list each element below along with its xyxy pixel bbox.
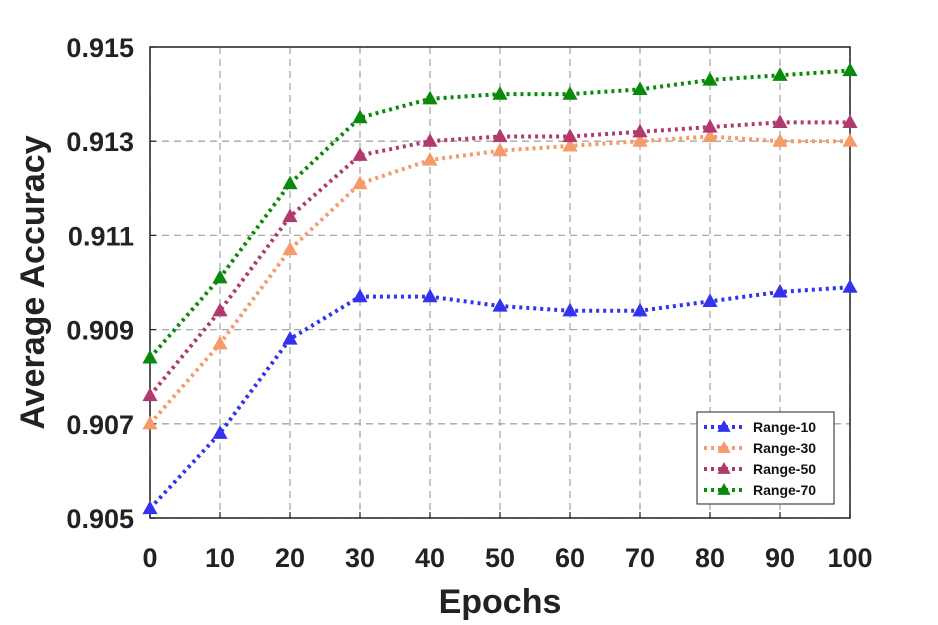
legend-marker — [717, 483, 731, 495]
x-tick-label: 30 — [345, 543, 375, 573]
series-marker — [282, 175, 298, 190]
series-marker — [772, 283, 788, 298]
series-marker — [562, 302, 578, 317]
series-marker — [842, 62, 858, 77]
series-marker — [282, 331, 298, 345]
x-tick-label: 20 — [275, 543, 305, 573]
series-marker — [142, 415, 158, 430]
series-marker — [422, 90, 438, 105]
legend: Range-10 Range-30 Range-50 Range-70 — [696, 411, 835, 505]
series-marker — [352, 147, 368, 161]
legend-marker — [717, 441, 731, 453]
series-marker — [702, 128, 718, 143]
series-marker — [422, 133, 438, 147]
series-marker — [212, 302, 228, 317]
series-range-10 — [142, 279, 858, 515]
series-marker — [562, 86, 578, 100]
y-tick-label: 0.905 — [66, 504, 134, 534]
series-marker — [492, 298, 508, 312]
series-marker — [352, 175, 368, 190]
legend-label: Range-10 — [753, 419, 816, 435]
series-marker — [632, 133, 648, 147]
series-marker — [142, 500, 158, 515]
y-tick-label: 0.909 — [66, 316, 134, 346]
x-tick-label: 50 — [485, 543, 515, 573]
series-marker — [562, 128, 578, 143]
series-marker — [422, 152, 438, 166]
series-marker — [142, 387, 158, 402]
series-marker — [702, 119, 718, 133]
legend-item-range-30: Range-30 — [704, 440, 816, 456]
series-marker — [212, 425, 228, 439]
x-axis-title: Epochs — [439, 583, 562, 621]
series-marker — [772, 133, 788, 147]
series-marker — [282, 208, 298, 223]
series-marker — [702, 293, 718, 307]
legend-item-range-10: Range-10 — [704, 419, 816, 435]
series-lines — [142, 62, 858, 515]
y-tick-label: 0.915 — [66, 33, 134, 63]
series-line — [148, 120, 850, 397]
series-range-50 — [142, 114, 858, 402]
y-tick-label: 0.911 — [68, 221, 134, 251]
series-marker — [702, 71, 718, 86]
legend-label: Range-70 — [753, 482, 816, 498]
series-marker — [142, 349, 158, 364]
x-tick-label: 100 — [827, 543, 872, 573]
legend-label: Range-30 — [753, 440, 816, 456]
axis-ticks: 0 10 20 30 40 50 60 70 80 90 100 0.905 0.907 0.909 0.9… — [66, 33, 872, 573]
legend-marker — [717, 462, 731, 474]
legend-item-range-50: Range-50 — [704, 461, 816, 477]
series-marker — [492, 128, 508, 143]
series-marker — [842, 133, 858, 147]
series-marker — [632, 123, 648, 138]
series-marker — [352, 109, 368, 124]
x-tick-label: 80 — [695, 543, 725, 573]
y-axis-title: Average Accuracy — [14, 135, 52, 429]
x-tick-label: 0 — [142, 543, 157, 573]
x-tick-label: 70 — [625, 543, 655, 573]
legend-item-range-70: Range-70 — [704, 482, 816, 498]
x-tick-label: 90 — [765, 543, 795, 573]
series-marker — [772, 114, 788, 128]
series-marker — [282, 241, 298, 256]
legend-marker — [717, 420, 731, 432]
legend-label: Range-50 — [753, 461, 816, 477]
x-tick-label: 60 — [555, 543, 585, 573]
series-marker — [562, 137, 578, 152]
x-tick-label: 40 — [415, 543, 445, 573]
series-marker — [632, 81, 648, 95]
series-marker — [422, 288, 438, 303]
series-marker — [492, 86, 508, 100]
series-marker — [212, 335, 228, 350]
series-marker — [352, 288, 368, 303]
series-marker — [772, 67, 788, 81]
series-marker — [842, 279, 858, 293]
y-tick-label: 0.913 — [66, 127, 134, 157]
x-tick-label: 10 — [205, 543, 235, 573]
series-marker — [212, 269, 228, 284]
y-tick-label: 0.907 — [66, 410, 134, 440]
series-marker — [632, 302, 648, 317]
series-range-70 — [142, 62, 858, 364]
series-marker — [492, 142, 508, 157]
series-range-30 — [142, 128, 858, 430]
series-marker — [842, 114, 858, 128]
